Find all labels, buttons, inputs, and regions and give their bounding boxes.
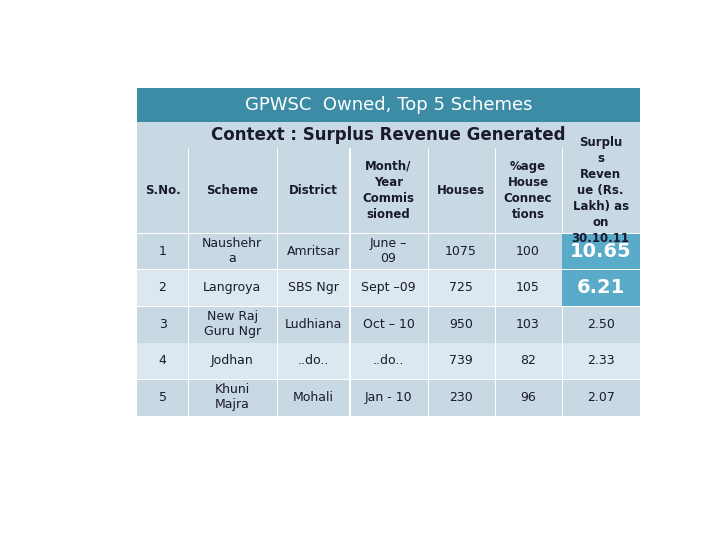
Text: %age
House
Connec
tions: %age House Connec tions (504, 160, 552, 221)
Text: 2.33: 2.33 (587, 354, 614, 367)
Bar (188, 379, 189, 416)
Text: S.No.: S.No. (145, 184, 181, 197)
Bar (138, 122, 639, 147)
Text: 96: 96 (520, 391, 536, 404)
Bar (138, 306, 639, 342)
Text: Context : Surplus Revenue Generated: Context : Surplus Revenue Generated (211, 126, 566, 144)
Text: 950: 950 (449, 318, 473, 331)
Bar (188, 147, 189, 233)
Text: Oct – 10: Oct – 10 (363, 318, 415, 331)
Text: 100: 100 (516, 245, 540, 258)
Text: Langroya: Langroya (203, 281, 261, 294)
Text: 5: 5 (158, 391, 166, 404)
Bar (349, 342, 351, 379)
Text: GPWSC  Owned, Top 5 Schemes: GPWSC Owned, Top 5 Schemes (245, 96, 532, 114)
Text: ..do..: ..do.. (373, 354, 404, 367)
Text: 739: 739 (449, 354, 473, 367)
Bar (188, 233, 189, 269)
Bar (138, 269, 639, 270)
Text: 230: 230 (449, 391, 473, 404)
Text: 4: 4 (158, 354, 166, 367)
Text: 1: 1 (158, 245, 166, 258)
Bar (277, 379, 278, 416)
Bar (349, 379, 351, 416)
Text: ..do..: ..do.. (297, 354, 329, 367)
Bar (138, 147, 639, 233)
Bar (138, 87, 639, 122)
Text: SBS Ngr: SBS Ngr (288, 281, 338, 294)
Text: 10.65: 10.65 (570, 241, 631, 261)
Text: Houses: Houses (437, 184, 485, 197)
Bar (349, 147, 351, 233)
Bar (188, 269, 189, 306)
Text: Surplu
s
Reven
ue (Rs.
Lakh) as
on
30.10.11: Surplu s Reven ue (Rs. Lakh) as on 30.10… (572, 136, 629, 245)
Bar (138, 233, 639, 234)
Bar (562, 233, 639, 269)
Text: 2: 2 (158, 281, 166, 294)
Bar (188, 306, 189, 342)
Text: 105: 105 (516, 281, 540, 294)
Bar (349, 233, 351, 269)
Text: 1075: 1075 (445, 245, 477, 258)
Bar (277, 342, 278, 379)
Bar (138, 306, 639, 307)
Text: Month/
Year
Commis
sioned: Month/ Year Commis sioned (363, 160, 415, 221)
Text: District: District (289, 184, 338, 197)
Text: 103: 103 (516, 318, 540, 331)
Bar (188, 342, 189, 379)
Text: 3: 3 (158, 318, 166, 331)
Bar (138, 379, 639, 380)
Bar (138, 269, 639, 306)
Bar (349, 269, 351, 306)
Text: 82: 82 (520, 354, 536, 367)
Text: Scheme: Scheme (207, 184, 258, 197)
Text: Khuni
Majra: Khuni Majra (215, 383, 250, 411)
Bar (277, 233, 278, 269)
Bar (277, 269, 278, 306)
Text: 6.21: 6.21 (577, 278, 625, 297)
Text: Naushehr
a: Naushehr a (202, 237, 262, 265)
Bar (277, 306, 278, 342)
Text: New Raj
Guru Ngr: New Raj Guru Ngr (204, 310, 261, 338)
Text: Amritsar: Amritsar (287, 245, 340, 258)
Bar (138, 342, 639, 379)
Bar (562, 269, 639, 306)
Text: 725: 725 (449, 281, 473, 294)
Bar (349, 306, 351, 342)
Text: 2.50: 2.50 (587, 318, 614, 331)
Text: Jan - 10: Jan - 10 (365, 391, 413, 404)
Bar (138, 379, 639, 416)
Text: Sept –09: Sept –09 (361, 281, 416, 294)
Text: 2.07: 2.07 (587, 391, 614, 404)
Text: Mohali: Mohali (293, 391, 333, 404)
Text: Ludhiana: Ludhiana (284, 318, 342, 331)
Bar (277, 147, 278, 233)
Text: June –
09: June – 09 (370, 237, 408, 265)
Bar (138, 342, 639, 343)
Bar (138, 233, 639, 269)
Text: Jodhan: Jodhan (211, 354, 253, 367)
